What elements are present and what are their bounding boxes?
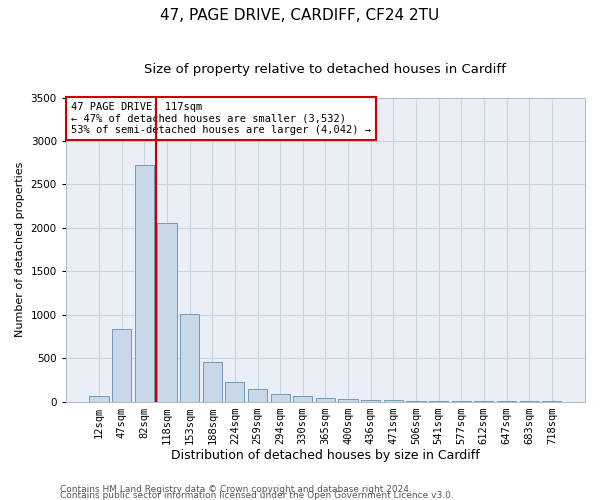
Bar: [112, 328, 131, 402]
Bar: [429, 401, 448, 402]
Text: Contains public sector information licensed under the Open Government Licence v3: Contains public sector information licen…: [60, 491, 454, 500]
Bar: [384, 400, 403, 402]
Bar: [225, 382, 244, 402]
Y-axis label: Number of detached properties: Number of detached properties: [15, 162, 25, 337]
Bar: [293, 396, 313, 402]
Text: 47 PAGE DRIVE: 117sqm
← 47% of detached houses are smaller (3,532)
53% of semi-d: 47 PAGE DRIVE: 117sqm ← 47% of detached …: [71, 102, 371, 136]
Bar: [89, 396, 109, 402]
Bar: [271, 394, 290, 402]
Bar: [157, 222, 176, 402]
Bar: [338, 398, 358, 402]
Bar: [406, 400, 425, 402]
Title: Size of property relative to detached houses in Cardiff: Size of property relative to detached ho…: [145, 62, 506, 76]
Text: Contains HM Land Registry data © Crown copyright and database right 2024.: Contains HM Land Registry data © Crown c…: [60, 485, 412, 494]
Bar: [361, 400, 380, 402]
Bar: [203, 362, 222, 402]
Bar: [316, 398, 335, 402]
Text: 47, PAGE DRIVE, CARDIFF, CF24 2TU: 47, PAGE DRIVE, CARDIFF, CF24 2TU: [160, 8, 440, 22]
X-axis label: Distribution of detached houses by size in Cardiff: Distribution of detached houses by size …: [171, 450, 480, 462]
Bar: [135, 166, 154, 402]
Bar: [180, 314, 199, 402]
Bar: [248, 388, 267, 402]
